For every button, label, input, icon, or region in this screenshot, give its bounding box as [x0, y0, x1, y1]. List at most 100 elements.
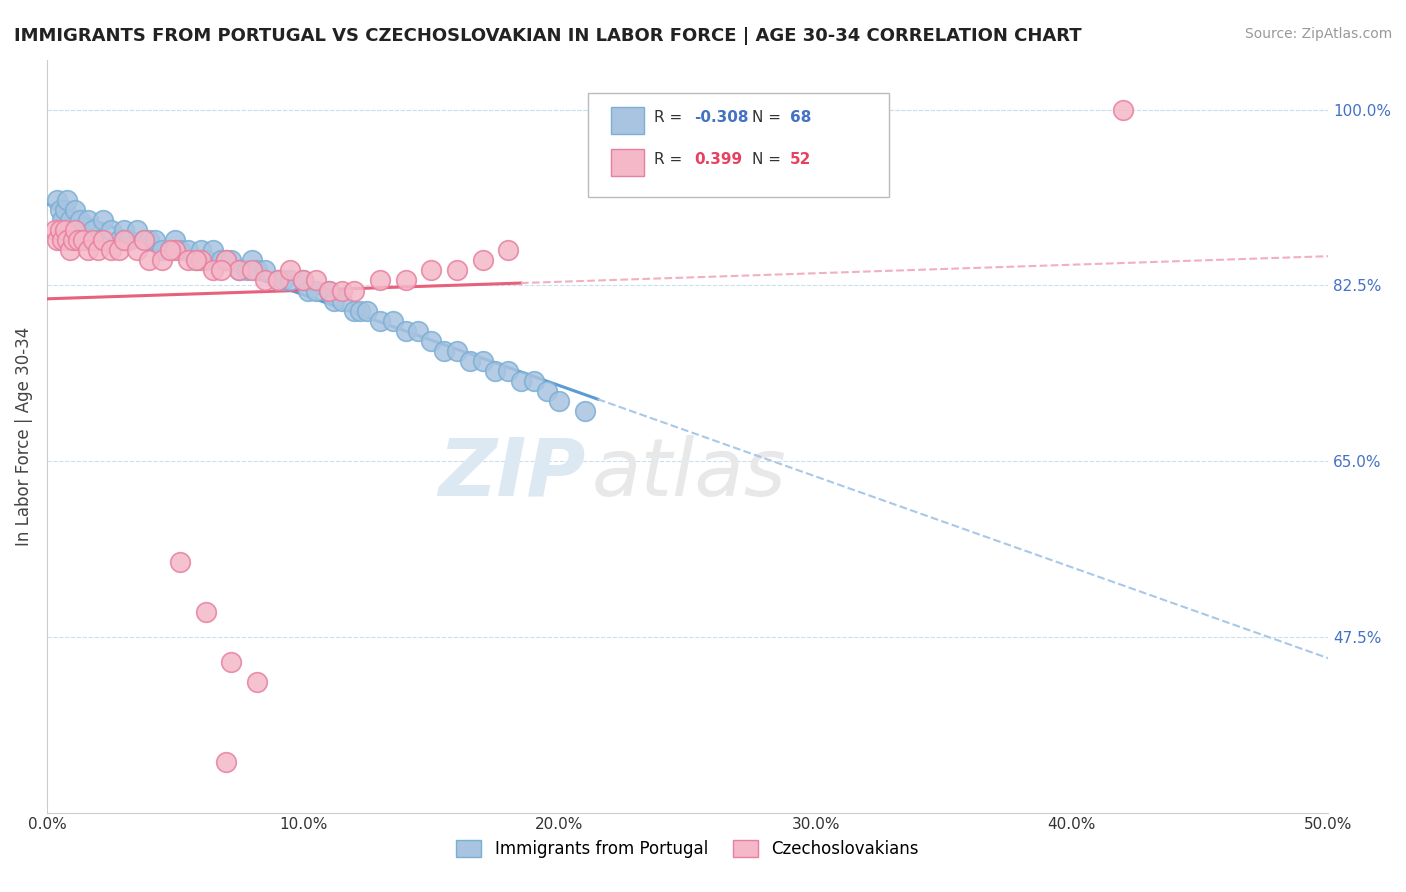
Point	[318, 284, 340, 298]
Point	[368, 313, 391, 327]
Point	[395, 324, 418, 338]
Point	[62, 223, 84, 237]
Point	[59, 213, 82, 227]
Point	[278, 263, 301, 277]
Point	[266, 273, 288, 287]
Point	[305, 284, 328, 298]
Text: IMMIGRANTS FROM PORTUGAL VS CZECHOSLOVAKIAN IN LABOR FORCE | AGE 30-34 CORRELATI: IMMIGRANTS FROM PORTUGAL VS CZECHOSLOVAK…	[14, 27, 1081, 45]
Point	[134, 233, 156, 247]
Text: Source: ZipAtlas.com: Source: ZipAtlas.com	[1244, 27, 1392, 41]
Point	[112, 233, 135, 247]
Point	[184, 253, 207, 268]
Point	[150, 244, 173, 258]
Point	[72, 233, 94, 247]
Point	[458, 353, 481, 368]
Point	[471, 253, 494, 268]
Point	[343, 284, 366, 298]
Y-axis label: In Labor Force | Age 30-34: In Labor Force | Age 30-34	[15, 326, 32, 546]
Point	[118, 233, 141, 247]
Point	[82, 223, 104, 237]
Point	[266, 273, 288, 287]
Point	[56, 193, 79, 207]
Text: 0.399: 0.399	[695, 153, 742, 167]
Point	[574, 404, 596, 418]
Point	[107, 244, 129, 258]
Point	[163, 233, 186, 247]
Point	[221, 253, 243, 268]
Text: ZIP: ZIP	[437, 434, 585, 513]
Point	[100, 223, 122, 237]
Point	[1112, 103, 1135, 117]
FancyBboxPatch shape	[588, 94, 889, 197]
Point	[125, 223, 148, 237]
Point	[484, 364, 506, 378]
Point	[548, 393, 571, 408]
Point	[228, 263, 250, 277]
Point	[343, 303, 366, 318]
Text: atlas: atlas	[592, 434, 786, 513]
Point	[112, 223, 135, 237]
Point	[253, 263, 276, 277]
Point	[408, 324, 430, 338]
Point	[62, 233, 84, 247]
Point	[420, 334, 443, 348]
Point	[330, 284, 353, 298]
Point	[209, 263, 232, 277]
Point	[446, 343, 468, 358]
Point	[159, 244, 181, 258]
Text: -0.308: -0.308	[695, 110, 748, 125]
Point	[177, 253, 200, 268]
Point	[330, 293, 353, 308]
Text: 68: 68	[790, 110, 811, 125]
Point	[51, 233, 73, 247]
Point	[125, 244, 148, 258]
Point	[69, 213, 91, 227]
Point	[496, 364, 519, 378]
Point	[59, 244, 82, 258]
Point	[138, 233, 160, 247]
Point	[190, 244, 212, 258]
Point	[150, 253, 173, 268]
Point	[163, 244, 186, 258]
Point	[134, 233, 156, 247]
Point	[209, 253, 232, 268]
Point	[87, 244, 110, 258]
Text: R =: R =	[654, 110, 688, 125]
Point	[228, 263, 250, 277]
Point	[87, 233, 110, 247]
Point	[63, 223, 86, 237]
Text: N =: N =	[752, 110, 786, 125]
Point	[202, 263, 225, 277]
Point	[446, 263, 468, 277]
Point	[177, 244, 200, 258]
Point	[56, 233, 79, 247]
Point	[246, 675, 269, 690]
Point	[215, 253, 238, 268]
Point	[215, 253, 238, 268]
Point	[66, 223, 89, 237]
Point	[536, 384, 558, 398]
Point	[190, 253, 212, 268]
Point	[253, 273, 276, 287]
Text: N =: N =	[752, 153, 786, 167]
Point	[292, 273, 315, 287]
Point	[63, 203, 86, 218]
Point	[523, 374, 546, 388]
Point	[496, 244, 519, 258]
Point	[184, 253, 207, 268]
Point	[356, 303, 378, 318]
Point	[48, 223, 70, 237]
Point	[271, 273, 294, 287]
Point	[246, 263, 269, 277]
Point	[46, 193, 69, 207]
Point	[138, 253, 160, 268]
Point	[66, 233, 89, 247]
Point	[318, 284, 340, 298]
Point	[194, 605, 217, 619]
Point	[51, 213, 73, 227]
Point	[77, 213, 100, 227]
Point	[215, 756, 238, 770]
Point	[471, 353, 494, 368]
Point	[143, 233, 166, 247]
Point	[82, 233, 104, 247]
